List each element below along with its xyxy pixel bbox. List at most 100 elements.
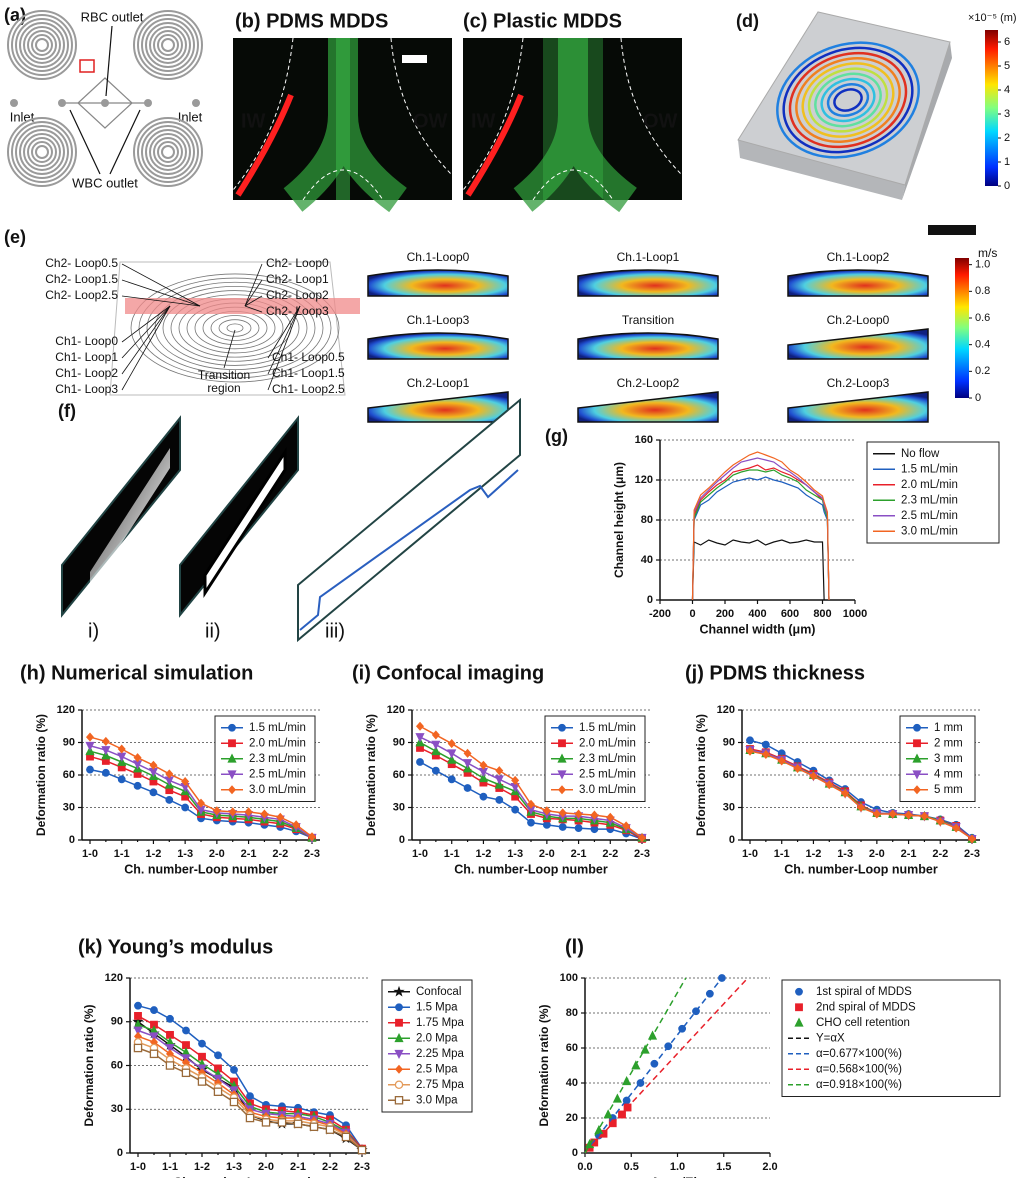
y-tick-label: 60 <box>111 1059 123 1071</box>
x-tick-label: 1-3 <box>177 848 193 860</box>
cross-section <box>577 332 719 360</box>
section-label: Ch2- Loop1 <box>266 272 329 286</box>
annotation: RBC outlet <box>81 9 144 24</box>
x-tick-label: 1-2 <box>475 848 491 860</box>
arrow <box>105 25 113 97</box>
marker <box>462 759 473 769</box>
colorbar-tick-label: 2 <box>1004 132 1010 144</box>
marker <box>463 784 472 792</box>
x-axis-label: Ch. number-Loop number <box>784 862 938 876</box>
marker <box>198 1039 206 1048</box>
chart-title: (g) <box>545 426 568 446</box>
legend-marker <box>394 1049 404 1060</box>
x-tick-label: 1.0 <box>670 1161 685 1173</box>
legend-label: α=0.677×100(%) <box>816 1048 902 1060</box>
legend-marker <box>558 785 566 795</box>
colorbar-tick-label: 0.4 <box>975 339 990 351</box>
x-tick-label: 2-3 <box>354 1161 370 1173</box>
legend-label: CHO cell retention <box>816 1017 910 1029</box>
spiral-turn <box>35 145 49 159</box>
x-tick-label: 2-0 <box>869 848 885 860</box>
x-tick-label: 800 <box>813 608 831 620</box>
marker <box>431 730 440 740</box>
marker <box>558 808 567 818</box>
marker <box>244 807 253 817</box>
legend-label: No flow <box>901 448 940 460</box>
y-tick-label: 30 <box>723 801 735 813</box>
marker <box>431 740 441 750</box>
marker <box>952 823 961 833</box>
y-tick-label: 90 <box>63 736 75 748</box>
port <box>101 99 109 107</box>
series-line <box>691 469 830 601</box>
marker <box>841 788 850 798</box>
spiral-turn <box>782 46 914 154</box>
cross-section <box>367 332 509 360</box>
legend-marker <box>228 723 236 732</box>
panel-label: (f) <box>58 401 76 421</box>
marker <box>276 812 285 822</box>
y-tick-label: 30 <box>111 1103 123 1115</box>
port <box>192 99 200 107</box>
section-label: Ch2- Loop0.5 <box>45 256 118 270</box>
legend-marker <box>913 739 921 748</box>
marker <box>212 806 221 816</box>
marker <box>558 823 567 831</box>
port <box>58 99 66 107</box>
y-tick-label: 0 <box>647 594 653 606</box>
legend-marker <box>395 1018 403 1027</box>
legend-label: 1.5 mL/min <box>901 463 958 475</box>
marker <box>904 810 913 820</box>
leader <box>267 305 301 359</box>
section-title: Ch.1-Loop2 <box>827 250 890 264</box>
marker <box>149 788 158 797</box>
series-line <box>691 451 830 601</box>
marker <box>574 824 583 832</box>
marker <box>511 775 520 785</box>
spiral-turn <box>7 10 77 80</box>
leader <box>121 263 201 307</box>
marker <box>260 809 269 819</box>
y-tick-label: 120 <box>717 704 735 716</box>
spiral-turn <box>27 30 57 60</box>
section-title: Ch.2-Loop0 <box>827 313 890 327</box>
annotation: region <box>207 381 240 395</box>
marker <box>447 749 457 759</box>
marker <box>638 833 646 843</box>
spiral-turn <box>35 38 49 52</box>
wall-line <box>532 169 614 201</box>
marker <box>230 1065 238 1074</box>
marker <box>478 772 489 783</box>
legend-label: 2.3 mL/min <box>901 494 958 506</box>
schematic-box <box>109 261 346 396</box>
marker <box>85 741 95 752</box>
y-axis-label: Deformation ratio (%) <box>537 1004 551 1126</box>
x-tick-label: 1-1 <box>114 848 130 860</box>
x-tick-label: 1-0 <box>130 1161 146 1173</box>
colorbar-tick-label: 6 <box>1004 36 1010 48</box>
y-tick-label: 60 <box>393 769 405 781</box>
marker <box>149 1032 159 1042</box>
x-axis-label: Ch. number-Loop number <box>454 862 608 876</box>
annotation: Inlet <box>10 109 35 124</box>
colorbar-tick-label: 0.8 <box>975 285 990 297</box>
marker <box>261 1118 271 1127</box>
marker <box>447 739 456 749</box>
x-tick-label: 2-3 <box>304 848 320 860</box>
marker <box>309 1122 319 1132</box>
x-tick-label: 1.5 <box>716 1161 731 1173</box>
x-tick-label: 2-1 <box>571 848 587 860</box>
legend-label: 4 mm <box>934 768 963 780</box>
legend-label: 2.5 mL/min <box>249 768 306 780</box>
marker <box>479 792 488 801</box>
x-tick-label: 2.0 <box>762 1161 777 1173</box>
x-tick-label: 1-3 <box>837 848 853 860</box>
x-tick-label: 200 <box>716 608 734 620</box>
section-title: Ch.2-Loop2 <box>617 376 680 390</box>
legend-marker <box>795 987 803 996</box>
x-tick-label: 400 <box>748 608 766 620</box>
legend-marker <box>227 753 237 763</box>
y-tick-label: 60 <box>566 1042 578 1054</box>
marker <box>640 1044 650 1054</box>
